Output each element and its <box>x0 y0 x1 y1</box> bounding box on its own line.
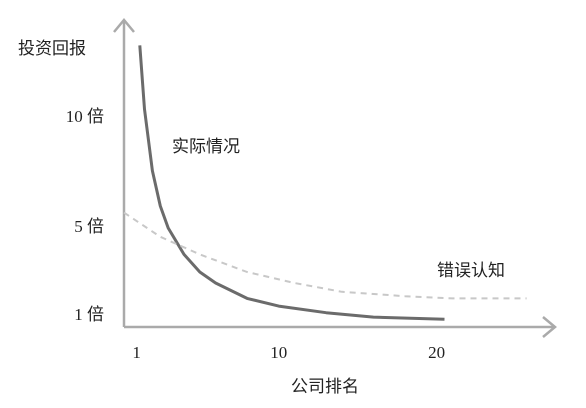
y-tick-label: 1 倍 <box>74 305 104 324</box>
series-label: 错误认知 <box>437 261 505 280</box>
x-tick-label: 1 <box>132 343 141 362</box>
x-axis-arrow <box>542 316 557 338</box>
y-axis-title: 投资回报 <box>18 39 86 58</box>
x-tick-label: 10 <box>270 343 287 362</box>
y-axis-arrow <box>113 18 135 33</box>
x-tick-label: 20 <box>428 343 445 362</box>
series-line <box>138 45 445 321</box>
y-tick-label: 10 倍 <box>66 107 104 126</box>
series-line <box>123 211 527 300</box>
x-axis-title: 公司排名 <box>291 377 359 396</box>
axes <box>113 18 557 338</box>
series-label: 实际情况 <box>172 137 240 156</box>
y-tick-label: 5 倍 <box>74 217 104 236</box>
